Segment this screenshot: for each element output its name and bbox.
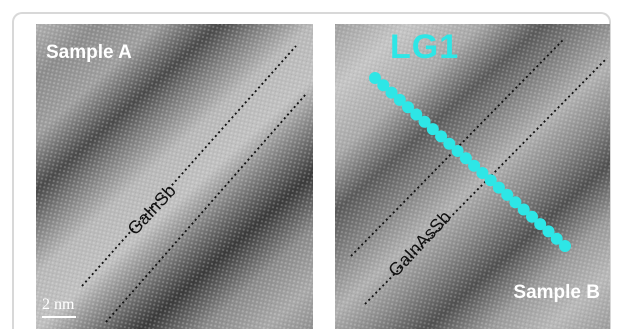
lg1-dot bbox=[393, 93, 406, 106]
scale-bar-label: 2 nm bbox=[42, 296, 75, 313]
lg1-dot bbox=[377, 79, 390, 92]
lg1-dot bbox=[459, 152, 472, 165]
sample-a-label: Sample A bbox=[46, 42, 132, 63]
lg1-dot bbox=[476, 167, 489, 179]
lg1-dot bbox=[501, 188, 514, 201]
lg1-dot bbox=[492, 181, 505, 194]
lg1-dot bbox=[435, 130, 448, 143]
atomic-lattice-a bbox=[36, 24, 313, 329]
interface-line-a-1 bbox=[81, 45, 297, 287]
scale-bar bbox=[42, 316, 76, 318]
tem-image-a bbox=[36, 24, 313, 329]
panel-sample-a: Sample A GaInSb 2 nm bbox=[36, 24, 313, 329]
lg1-dot bbox=[451, 145, 464, 157]
panel-sample-b: LG1 GaInAsSb Sample B bbox=[335, 24, 610, 329]
interface-line-a-2 bbox=[105, 93, 307, 323]
lg1-dot bbox=[369, 72, 381, 84]
lg1-dot bbox=[526, 210, 538, 223]
lg1-dot bbox=[559, 240, 571, 252]
atomic-lattice-b bbox=[335, 24, 610, 329]
lg1-dot bbox=[402, 101, 414, 114]
lg1-dot bbox=[484, 174, 497, 187]
lg1-dot bbox=[468, 159, 481, 172]
lg1-dot bbox=[443, 137, 456, 150]
lg1-dot bbox=[426, 123, 439, 136]
tem-image-b bbox=[335, 24, 610, 329]
lg1-dot bbox=[410, 108, 423, 121]
lg1-line-profile bbox=[369, 72, 571, 252]
lg1-dot bbox=[534, 218, 547, 231]
lg1-dot bbox=[418, 115, 431, 128]
lg1-dot bbox=[509, 196, 522, 209]
lg1-dot bbox=[517, 203, 530, 216]
lg1-dot bbox=[385, 86, 398, 99]
sample-b-label: Sample B bbox=[513, 282, 600, 303]
lg1-dot bbox=[550, 232, 563, 245]
lg1-label: LG1 bbox=[390, 28, 460, 66]
lg1-dot bbox=[542, 225, 555, 238]
